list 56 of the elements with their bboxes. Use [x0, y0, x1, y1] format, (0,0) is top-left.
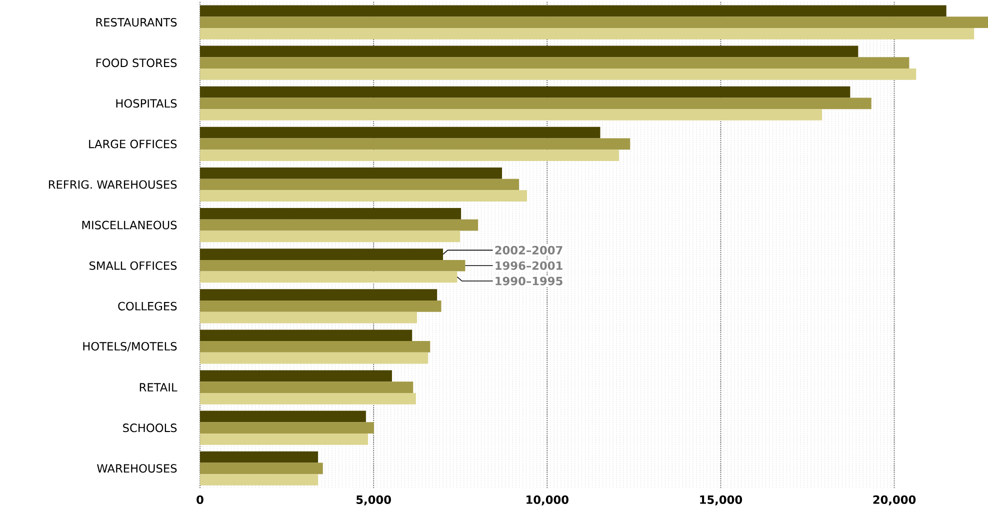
- bar: [200, 352, 428, 364]
- y-tick-label: SCHOOLS: [123, 424, 177, 432]
- y-tick-label: MISCELLANEOUS: [82, 220, 177, 230]
- bar: [200, 312, 417, 324]
- text: 2002–2007: [495, 246, 562, 254]
- text: 1996–2001: [496, 261, 562, 270]
- bar: [200, 434, 368, 445]
- y-tick-label: HOTELS/MOTELS: [83, 342, 177, 352]
- bar: [200, 382, 414, 393]
- bar: [200, 178, 520, 190]
- bar: [200, 28, 974, 40]
- y-tick-label: FOOD STORES: [96, 58, 177, 68]
- x-tick-label: 10,000: [526, 495, 568, 506]
- x-tick-label: 20,000: [873, 495, 916, 506]
- bar: [200, 138, 630, 150]
- bar: [200, 109, 822, 120]
- y-tick-label: HOSPITALS: [116, 99, 177, 108]
- bar: [200, 86, 850, 98]
- y-tick-label: COLLEGES: [118, 302, 177, 310]
- x-tick-label: 15,000: [700, 495, 742, 506]
- bar: [200, 370, 392, 382]
- bar: [200, 5, 946, 17]
- x-tick-label: 0: [196, 495, 204, 504]
- bar: [200, 98, 872, 110]
- bar: [200, 474, 318, 486]
- bar: [200, 422, 374, 434]
- bar: [200, 248, 443, 260]
- bar: [200, 451, 318, 463]
- bar: [200, 219, 478, 231]
- y-tick-label: RETAIL: [140, 383, 178, 392]
- bar: [200, 341, 430, 352]
- y-tick-label: SMALL OFFICES: [90, 261, 177, 270]
- y-tick-label: RESTAURANTS: [96, 18, 177, 27]
- bar: [200, 260, 466, 272]
- bar: [200, 271, 458, 283]
- bar: [200, 230, 460, 242]
- bar: [200, 190, 528, 202]
- bar: [200, 167, 502, 179]
- bar: [200, 462, 323, 474]
- y-tick-label: LARGE OFFICES: [89, 140, 177, 148]
- y-tick-label: REFRIG. WAREHOUSES: [48, 180, 177, 189]
- bar: [200, 16, 988, 28]
- y-tick-label: WAREHOUSES: [97, 464, 177, 473]
- x-tick-label: 5,000: [356, 495, 391, 506]
- bar: [200, 46, 858, 58]
- bar: [200, 208, 462, 220]
- bar: [200, 57, 910, 69]
- bar: [200, 289, 438, 300]
- text: 1990–1995: [496, 276, 562, 286]
- bar: [200, 330, 412, 342]
- bar: [200, 392, 416, 404]
- bar: [200, 68, 916, 80]
- bar: [200, 150, 619, 161]
- bar: [200, 300, 442, 312]
- bar: [200, 126, 600, 138]
- bar: [200, 410, 366, 422]
